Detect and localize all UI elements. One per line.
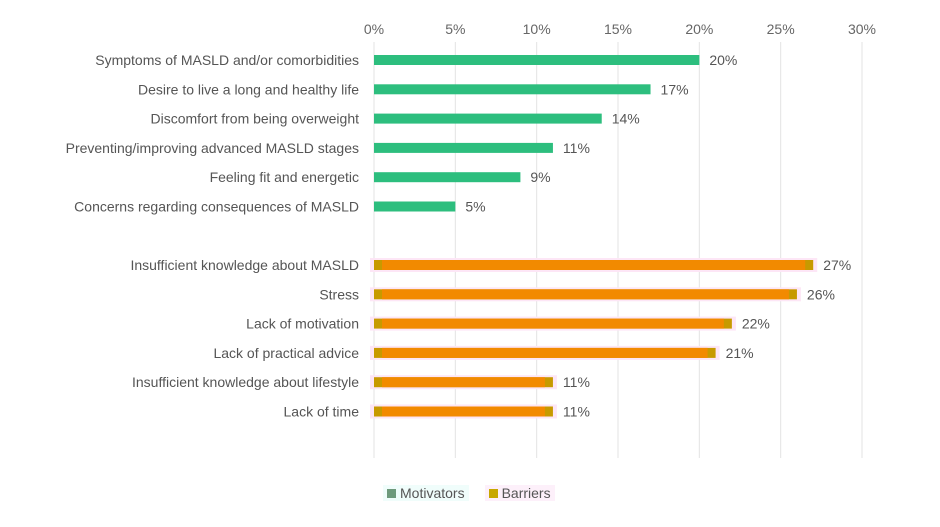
x-tick-label: 20%	[685, 21, 713, 37]
value-label: 22%	[742, 316, 770, 332]
legend-label-motivators: Motivators	[400, 485, 465, 501]
bar-motivators	[374, 142, 553, 153]
category-label: Desire to live a long and healthy life	[138, 81, 359, 97]
x-tick-label: 10%	[523, 21, 551, 37]
bar-motivators	[374, 55, 700, 65]
bar-barriers	[382, 377, 545, 388]
x-tick-label: 0%	[364, 21, 384, 37]
legend-swatch-barriers	[488, 488, 498, 498]
x-axis-ticks: 0% 5% 10% 15% 20% 25% 30%	[364, 21, 876, 37]
bar-barriers	[382, 289, 789, 300]
bar-barriers	[382, 318, 724, 329]
bar-motivators	[374, 201, 456, 212]
value-labels: 20% 17% 14% 11% 9% 5% 27% 26% 22% 21% 11% 11%	[465, 52, 851, 420]
category-label: Insufficient knowledge about lifestyle	[132, 374, 359, 390]
legend: Motivators Barriers	[383, 485, 555, 501]
gridlines	[373, 42, 863, 458]
bar-motivators	[374, 172, 521, 183]
legend-item-motivators[interactable]: Motivators	[383, 485, 469, 501]
category-label: Lack of motivation	[246, 316, 359, 332]
x-tick-label: 30%	[848, 21, 876, 37]
value-label: 14%	[612, 111, 640, 127]
category-label: Symptoms of MASLD and/or comorbidities	[95, 52, 359, 68]
bar-barriers	[382, 347, 708, 358]
category-label: Preventing/improving advanced MASLD stag…	[66, 140, 359, 156]
value-label: 5%	[465, 199, 485, 215]
value-label: 11%	[563, 404, 590, 420]
x-tick-label: 15%	[604, 21, 632, 37]
category-label: Feeling fit and energetic	[210, 169, 359, 185]
category-label: Discomfort from being overweight	[150, 111, 359, 127]
bar-motivators	[374, 113, 602, 124]
category-label: Insufficient knowledge about MASLD	[130, 257, 359, 273]
category-label: Stress	[319, 286, 359, 302]
category-labels: Symptoms of MASLD and/or comorbidities De…	[66, 52, 360, 420]
value-label: 27%	[823, 257, 851, 273]
legend-item-barriers[interactable]: Barriers	[484, 485, 555, 501]
x-tick-label: 5%	[445, 21, 465, 37]
bar-motivators	[374, 84, 651, 95]
value-label: 9%	[530, 169, 550, 185]
x-tick-label: 25%	[767, 21, 795, 37]
value-label: 21%	[726, 345, 754, 361]
category-label: Concerns regarding consequences of MASLD	[74, 199, 359, 215]
category-label: Lack of practical advice	[213, 345, 359, 361]
value-label: 11%	[563, 140, 590, 156]
bars	[370, 55, 818, 419]
value-label: 26%	[807, 286, 835, 302]
value-label: 17%	[661, 81, 689, 97]
category-label: Lack of time	[284, 404, 360, 420]
bar-barriers	[382, 260, 806, 270]
legend-swatch-motivators	[387, 488, 396, 498]
legend-label-barriers: Barriers	[501, 485, 551, 501]
value-label: 11%	[563, 374, 590, 390]
bar-barriers	[382, 406, 545, 417]
value-label: 20%	[709, 52, 737, 68]
